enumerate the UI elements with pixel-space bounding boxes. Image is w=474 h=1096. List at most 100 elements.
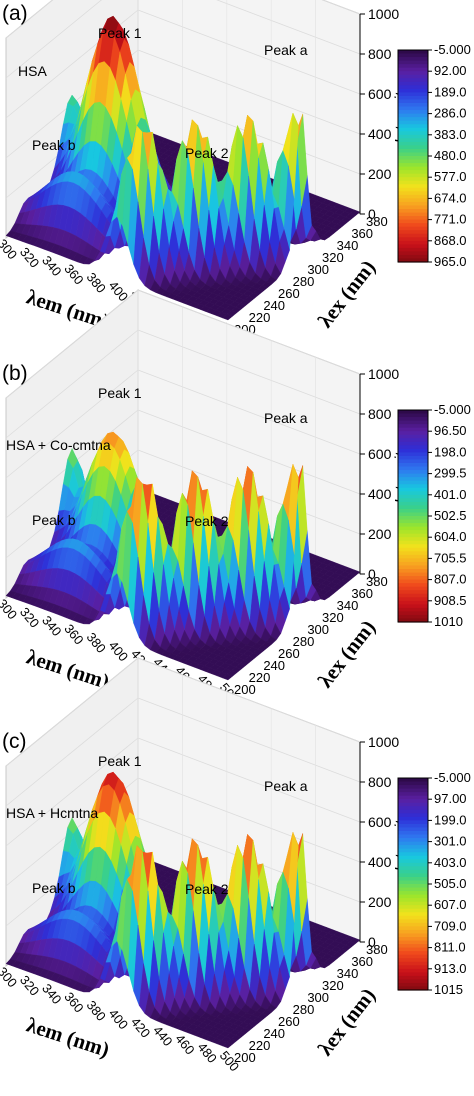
colorbar-swatch	[398, 841, 428, 846]
x-tick-label: 400	[106, 1006, 131, 1032]
y-tick-label: 340	[337, 238, 359, 253]
y-tick-label: 280	[293, 274, 315, 289]
y-tick-label: 200	[234, 682, 256, 697]
colorbar-swatch	[398, 838, 428, 843]
z-tick-label: 400	[368, 126, 392, 142]
y-tick-label: 260	[278, 286, 300, 301]
colorbar-tick-label: 913.0	[434, 961, 467, 976]
colorbar-swatch	[398, 254, 428, 260]
colorbar-swatch	[398, 834, 428, 839]
colorbar-swatch	[398, 845, 428, 850]
grid-line	[5, 369, 139, 479]
colorbar-swatch	[398, 127, 428, 132]
colorbar-swatch	[398, 230, 428, 235]
colorbar-tick-label: 92.00	[434, 63, 467, 78]
surface	[5, 15, 361, 321]
colorbar-swatch	[398, 908, 428, 913]
y-tick-label: 360	[351, 226, 373, 241]
grid-line	[137, 369, 361, 455]
colorbar-swatch	[398, 597, 428, 602]
colorbar-swatch	[398, 216, 428, 221]
grid-line	[137, 409, 361, 495]
sample-label: HSA + Hcmtna	[6, 805, 98, 821]
colorbar-swatch	[398, 184, 428, 189]
colorbar-swatch	[398, 590, 428, 595]
colorbar-swatch	[398, 466, 428, 471]
colorbar-swatch	[398, 424, 428, 429]
colorbar-swatch	[398, 417, 428, 422]
colorbar-swatch	[398, 778, 428, 783]
colorbar-swatch	[398, 53, 428, 58]
x-tick-label: 400	[106, 638, 131, 664]
colorbar-swatch	[398, 905, 428, 910]
colorbar-swatch	[398, 958, 428, 963]
z-tick-label: 800	[368, 406, 392, 422]
colorbar-swatch	[398, 544, 428, 549]
colorbar-swatch	[398, 859, 428, 864]
colorbar-swatch	[398, 484, 428, 489]
colorbar-swatch	[398, 141, 428, 146]
x-tick-label: 340	[39, 253, 64, 279]
colorbar-swatch	[398, 92, 428, 97]
colorbar-swatch	[398, 99, 428, 104]
y-tick-label: 260	[278, 1014, 300, 1029]
z-tick-label: 400	[368, 486, 392, 502]
colorbar-tick-label: 502.5	[434, 508, 467, 523]
colorbar-swatch	[398, 247, 428, 252]
y-tick-label: 240	[263, 658, 285, 673]
colorbar-swatch	[398, 862, 428, 867]
grid-line	[137, 657, 361, 743]
z-tick-label: 200	[368, 166, 392, 182]
colorbar-swatch	[398, 81, 428, 86]
x-tick-label: 360	[61, 261, 86, 287]
colorbar-swatch	[398, 919, 428, 924]
panel-c: 02004006008001000Intensity30032034036038…	[0, 656, 471, 1074]
peak-label: Peak a	[264, 42, 308, 58]
grid-line	[137, 737, 361, 823]
colorbar-swatch	[398, 951, 428, 956]
grid-line	[137, 777, 361, 863]
y-tick-label: 240	[263, 298, 285, 313]
colorbar-swatch	[398, 88, 428, 93]
colorbar-tick-label: 674.0	[434, 190, 467, 205]
colorbar-swatch	[398, 561, 428, 567]
colorbar-tick-label: 198.0	[434, 444, 467, 459]
panel-label: (b)	[2, 362, 28, 385]
surface	[5, 431, 361, 681]
colorbar-swatch	[398, 554, 428, 559]
colorbar-swatch	[398, 611, 428, 616]
colorbar-swatch	[398, 954, 428, 959]
colorbar-swatch	[398, 533, 428, 538]
grid-line	[5, 289, 139, 399]
colorbar-tick-label: 97.00	[434, 791, 467, 806]
colorbar-swatch	[398, 929, 428, 935]
colorbar-swatch	[398, 537, 428, 542]
colorbar-tick-label: 505.0	[434, 876, 467, 891]
colorbar-tick-label: 403.0	[434, 855, 467, 870]
colorbar-tick-label: 965.0	[434, 254, 467, 269]
colorbar-swatch	[398, 848, 428, 853]
panel-label: (c)	[2, 730, 27, 753]
colorbar-swatch	[398, 477, 428, 482]
colorbar-swatch	[398, 498, 428, 503]
colorbar-tick-label: 868.0	[434, 233, 467, 248]
colorbar-swatch	[398, 831, 428, 836]
colorbar-swatch	[398, 237, 428, 242]
grid-line	[5, 657, 139, 767]
colorbar-swatch	[398, 452, 428, 457]
colorbar-tick-label: -5.000	[434, 402, 471, 417]
colorbar-swatch	[398, 106, 428, 111]
colorbar-swatch	[398, 618, 428, 623]
x-tick-label: 300	[0, 236, 20, 262]
colorbar-swatch	[398, 491, 428, 496]
colorbar-swatch	[398, 209, 428, 214]
z-tick-label: 200	[368, 894, 392, 910]
x-tick-label: 360	[61, 621, 86, 647]
colorbar-swatch	[398, 85, 428, 90]
colorbar-swatch	[398, 410, 428, 415]
colorbar-swatch	[398, 445, 428, 450]
colorbar-swatch	[398, 494, 428, 499]
colorbar-swatch	[398, 813, 428, 818]
colorbar-tick-label: 383.0	[434, 127, 467, 142]
colorbar-tick-label: 577.0	[434, 169, 467, 184]
